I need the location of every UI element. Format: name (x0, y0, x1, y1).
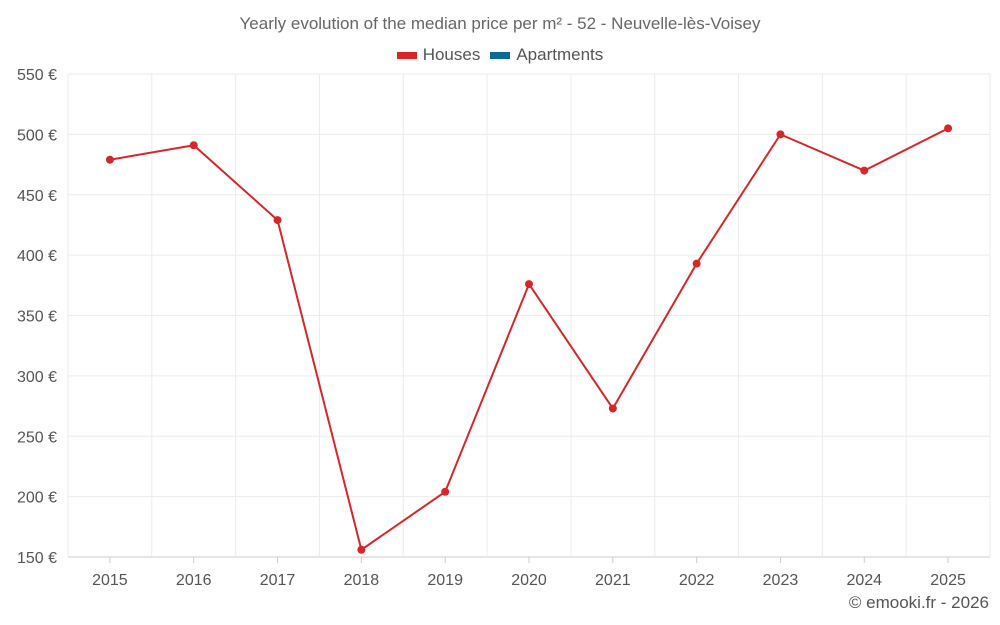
x-tick-label: 2017 (260, 572, 296, 589)
legend-item-apartments[interactable]: Apartments (490, 45, 603, 65)
series-layer (105, 124, 953, 554)
y-tick-label: 550 € (17, 67, 57, 84)
x-tick-label: 2021 (595, 572, 631, 589)
data-point-houses-2017 (273, 216, 282, 225)
y-tick-label: 250 € (17, 429, 57, 446)
y-tick-label: 500 € (17, 127, 57, 144)
grid-layer (67, 73, 991, 558)
data-point-houses-2025 (944, 124, 953, 133)
data-point-houses-2020 (525, 280, 533, 289)
data-point-houses-2018 (357, 545, 366, 554)
data-point-houses-2016 (189, 141, 198, 150)
y-tick-label: 350 € (17, 309, 57, 326)
axis-layer: 150 € 200 € 250 € 300 € 350 € 400 € 450 € 500 €… (17, 67, 966, 589)
x-tick-label: 2022 (679, 572, 715, 589)
legend-item-houses[interactable]: Houses (396, 45, 481, 65)
y-tick-label: 200 € (17, 490, 57, 507)
data-point-houses-2023 (776, 130, 785, 139)
y-tick-label: 300 € (17, 369, 57, 386)
legend-swatch-apartments (490, 51, 511, 59)
x-tick-label: 2018 (344, 572, 380, 589)
legend-label-apartments: Apartments (516, 45, 604, 64)
x-tick-label: 2024 (846, 572, 882, 589)
x-tick-label: 2025 (930, 572, 966, 589)
x-tick-label: 2015 (92, 572, 128, 589)
x-tick-label: 2016 (176, 572, 212, 589)
data-point-houses-2019 (441, 487, 450, 496)
data-point-houses-2015 (105, 155, 114, 164)
copyright: © emooki.fr - 2026 (848, 593, 989, 612)
x-tick-label: 2019 (427, 572, 463, 589)
legend: Houses Apartments (0, 45, 1000, 65)
legend-swatch-houses (396, 51, 417, 59)
data-point-houses-2022 (692, 259, 701, 268)
y-tick-label: 450 € (17, 188, 57, 205)
y-tick-label: 400 € (17, 248, 57, 265)
data-point-houses-2021 (608, 404, 617, 413)
y-tick-label: 150 € (17, 550, 57, 567)
x-tick-label: 2023 (763, 572, 799, 589)
data-point-houses-2024 (860, 166, 869, 175)
x-tick-label: 2020 (511, 572, 547, 589)
legend-label-houses: Houses (422, 45, 481, 64)
chart-title: Yearly evolution of the median price per… (239, 14, 761, 33)
